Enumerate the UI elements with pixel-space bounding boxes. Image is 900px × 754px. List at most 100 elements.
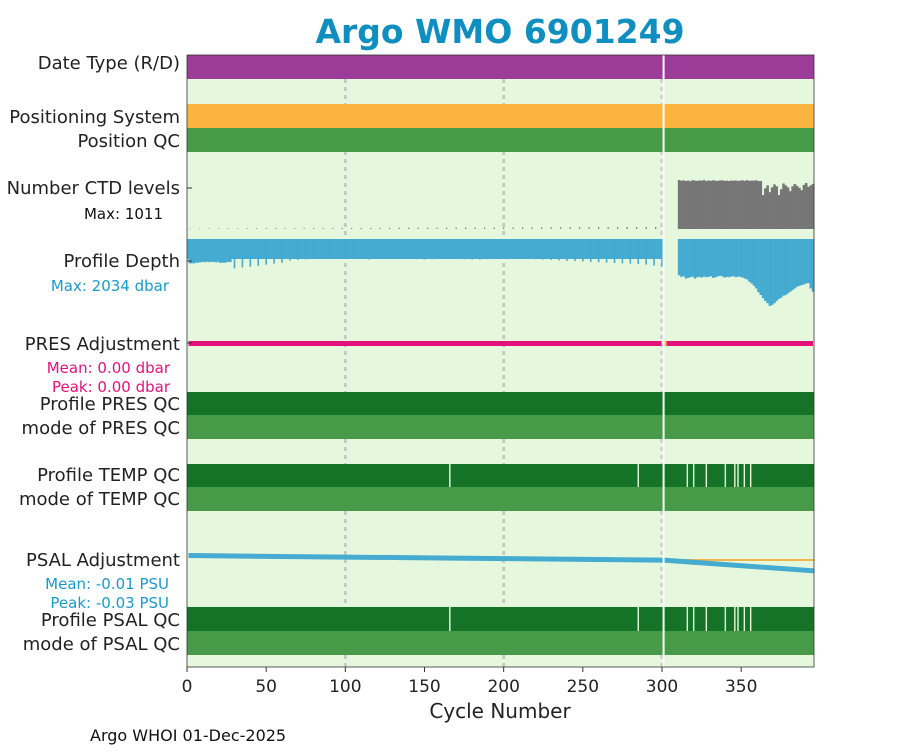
band-temp-qc [187, 464, 814, 487]
psal-qc-gap-285 [638, 607, 639, 631]
label-ctd-max: Max: 1011 [84, 205, 163, 223]
ctd-bar-dense-4 [687, 181, 690, 229]
depth-bar-dense-2 [682, 239, 685, 276]
depth-bar-110 [360, 239, 362, 259]
depth-bar-265 [606, 239, 608, 263]
depth-bar-dense-6 [691, 239, 694, 277]
ctd-bar-dense-35 [757, 181, 760, 229]
depth-bar-dense-51 [794, 239, 797, 288]
depth-bar-dense-38 [764, 239, 767, 301]
ctd-bar-164 [446, 228, 447, 229]
label-psal-mode: mode of PSAL QC [23, 634, 180, 655]
band-psal-mode [187, 631, 814, 655]
depth-bar-255 [590, 239, 592, 262]
depth-bar-60 [281, 239, 283, 263]
depth-bar-dense-52 [796, 239, 799, 287]
ctd-bar-dense-33 [753, 181, 756, 229]
depth-bar-dense-9 [698, 239, 701, 277]
ctd-bar-dense-58 [809, 185, 812, 229]
label-temp-mode: mode of TEMP QC [19, 489, 180, 510]
depth-bar-dense-37 [762, 239, 765, 298]
ctd-bar-92 [332, 228, 333, 229]
ctd-bar-dense-47 [784, 185, 787, 229]
depth-bar-dense-0 [678, 239, 681, 275]
pres-adjustment-line-b [667, 341, 813, 346]
ctd-bar-dense-3 [685, 181, 688, 229]
ctd-bar-182 [475, 228, 476, 229]
ctd-bar-44 [256, 228, 257, 229]
ctd-bar-146 [418, 228, 419, 229]
depth-bar-40 [250, 239, 252, 267]
ctd-bar-80 [313, 228, 314, 229]
ctd-bar-152 [427, 228, 428, 229]
ctd-bar-dense-10 [701, 181, 704, 229]
psal-qc-gap-328 [706, 607, 707, 631]
depth-bar-250 [582, 239, 584, 261]
ctd-bar-230 [551, 227, 552, 229]
ctd-bar-dense-54 [800, 190, 803, 229]
ctd-bar-dense-39 [766, 185, 769, 229]
ctd-bar-dense-31 [748, 181, 751, 229]
depth-bar-235 [558, 239, 560, 260]
depth-bar-35 [242, 239, 244, 267]
depth-bar-dense-33 [753, 239, 756, 286]
depth-bar-dense-7 [694, 239, 697, 279]
ctd-bar-236 [560, 227, 561, 229]
ctd-bar-116 [370, 228, 371, 229]
depth-bar-140 [408, 239, 410, 259]
ctd-bar-dense-0 [678, 180, 681, 229]
ctd-bar-50 [266, 228, 267, 229]
ctd-bar-266 [608, 227, 609, 229]
ctd-bar-242 [570, 227, 571, 229]
ctd-bar-dense-57 [807, 187, 810, 229]
depth-bar-30 [234, 239, 236, 268]
ctd-bar-272 [617, 227, 618, 229]
ctd-bar-254 [589, 227, 590, 229]
x-axis-label: Cycle Number [429, 699, 571, 723]
x-tick-label-0: 0 [182, 677, 193, 697]
ctd-bar-dense-32 [750, 181, 753, 229]
ctd-bar-dense-51 [794, 184, 797, 229]
depth-bar-dense-58 [809, 239, 812, 288]
ctd-bar-dense-19 [721, 180, 724, 229]
depth-bar-205 [511, 239, 513, 259]
ctd-bar-dense-34 [755, 180, 758, 229]
ctd-bar-dense-27 [739, 181, 742, 229]
depth-bar-195 [495, 239, 497, 259]
depth-bar-180 [471, 239, 473, 260]
ctd-bar-32 [237, 228, 238, 229]
depth-bar-dense-24 [732, 239, 735, 276]
depth-bar-dense-14 [710, 239, 713, 276]
depth-bar-100 [345, 239, 347, 257]
label-pres-adjustment: PRES Adjustment [25, 334, 180, 355]
depth-bar-dense-48 [787, 239, 790, 293]
x-tick-label-300: 300 [646, 677, 678, 697]
ctd-bar-62 [285, 228, 286, 229]
x-tick-label-250: 250 [567, 677, 599, 697]
ctd-bar-dense-48 [787, 187, 790, 229]
label-pres-mean: Mean: 0.00 dbar [47, 359, 171, 377]
depth-bar-dense-32 [750, 239, 753, 283]
ctd-bar-dense-14 [710, 181, 713, 229]
ctd-bar-20 [218, 228, 219, 229]
label-psal-mean: Mean: -0.01 PSU [45, 575, 169, 593]
temp-qc-gap-346 [734, 464, 735, 487]
label-psal-adjustment: PSAL Adjustment [26, 550, 180, 571]
label-depth-max: Max: 2034 dbar [51, 277, 170, 295]
temp-qc-gap-320 [693, 464, 694, 487]
ctd-bar-134 [399, 228, 400, 229]
depth-bar-dense-42 [773, 239, 776, 303]
depth-bar-295 [653, 239, 655, 266]
depth-bar-225 [542, 239, 544, 260]
temp-qc-gap-340 [725, 464, 726, 487]
ctd-bar-dense-28 [741, 180, 744, 229]
ctd-bar-dense-24 [732, 181, 735, 229]
ctd-bar-dense-40 [769, 192, 772, 229]
depth-bar-dense-47 [784, 239, 787, 295]
ctd-bar-68 [294, 228, 295, 229]
depth-bar-95 [337, 239, 339, 257]
depth-bar-285 [637, 239, 639, 264]
x-tick-label-100: 100 [329, 677, 361, 697]
